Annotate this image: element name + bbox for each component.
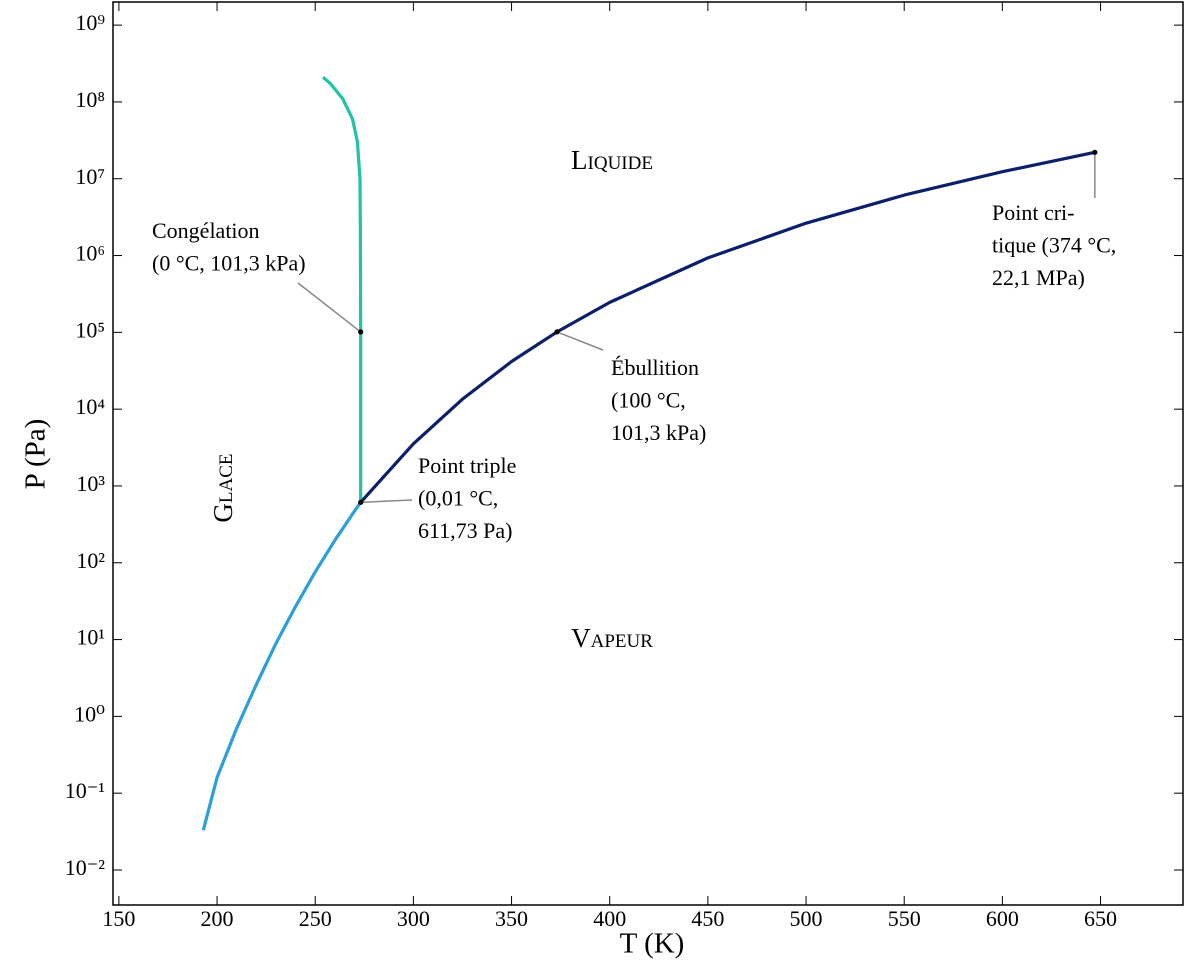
- annotation: Ébullition: [611, 355, 699, 380]
- x-tick-label: 350: [495, 906, 528, 931]
- y-tick-label: 10²: [76, 548, 105, 573]
- x-tick-label: 300: [397, 906, 430, 931]
- leader-line: [297, 282, 362, 333]
- annotation: tique (374 °C,: [992, 233, 1116, 258]
- x-tick-label: 600: [986, 906, 1019, 931]
- point-marker: [358, 499, 364, 505]
- y-tick-label: 10⁻²: [65, 855, 106, 880]
- y-tick-label: 10⁴: [75, 394, 105, 419]
- leader-line: [556, 331, 604, 351]
- x-tick-label: 650: [1084, 906, 1117, 931]
- annotation: Point triple: [418, 453, 516, 478]
- y-tick-label: 10⁸: [75, 87, 105, 112]
- y-tick-label: 10¹: [76, 625, 105, 650]
- x-tick-label: 400: [593, 906, 626, 931]
- annotation: 101,3 kPa): [611, 420, 706, 445]
- point-marker: [554, 329, 560, 335]
- annotation: (0 °C, 101,3 kPa): [152, 251, 306, 276]
- x-tick-label: 550: [888, 906, 921, 931]
- annotation: (0,01 °C,: [418, 486, 498, 511]
- y-tick-label: 10⁰: [74, 701, 105, 726]
- phase-curve: [322, 75, 363, 503]
- plot-frame: [112, 1, 1184, 906]
- y-tick-label: 10⁻¹: [65, 778, 105, 803]
- annotation: Point cri-: [992, 200, 1075, 225]
- annotation: Congélation: [152, 218, 260, 243]
- region-label: Glace: [208, 453, 238, 522]
- x-tick-label: 200: [201, 906, 234, 931]
- y-tick-label: 10⁷: [75, 164, 105, 189]
- x-tick-label: 500: [790, 906, 823, 931]
- y-tick-label: 10³: [76, 471, 105, 496]
- annotation: 611,73 Pa): [418, 518, 513, 543]
- region-label: Vapeur: [571, 623, 653, 653]
- x-tick-label: 450: [691, 906, 724, 931]
- phase-curve: [359, 150, 1096, 504]
- annotation: 22,1 MPa): [992, 265, 1085, 290]
- x-axis-label: T (K): [620, 928, 685, 960]
- y-tick-label: 10⁶: [75, 241, 105, 266]
- region-label: Liquide: [571, 145, 653, 175]
- y-tick-label: 10⁹: [75, 10, 105, 35]
- point-marker: [358, 329, 364, 335]
- point-marker: [1092, 149, 1098, 155]
- annotation: (100 °C,: [611, 388, 686, 413]
- phase-curve: [201, 501, 362, 831]
- y-axis-label: P (Pa): [20, 419, 52, 490]
- x-tick-label: 150: [102, 906, 135, 931]
- x-tick-label: 250: [299, 906, 332, 931]
- leader-line: [360, 499, 413, 504]
- y-tick-label: 10⁵: [75, 317, 105, 342]
